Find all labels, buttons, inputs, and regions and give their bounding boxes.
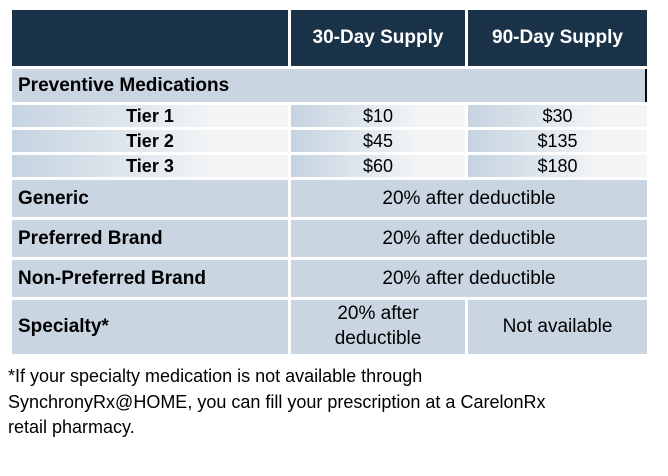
specialty-row: Specialty* 20% after deductible Not avai… [12,300,647,354]
specialty-30day-cost: 20% after deductible [291,300,465,354]
tier2-90day-cost: $135 [468,130,647,152]
non-preferred-brand-cost: 20% after deductible [291,260,647,297]
header-blank-cell [12,10,288,66]
specialty-90day-availability: Not available [468,300,647,354]
tier-row-3: Tier 3 $60 $180 [12,155,647,177]
benefits-table: 30-Day Supply 90-Day Supply Preventive M… [9,7,650,357]
tier1-30day-cost: $10 [291,105,465,127]
tier-row-2: Tier 2 $45 $135 [12,130,647,152]
tier3-90day-cost: $180 [468,155,647,177]
tier2-label: Tier 2 [12,130,288,152]
tier3-30day-cost: $60 [291,155,465,177]
tier1-90day-cost: $30 [468,105,647,127]
header-30day-supply: 30-Day Supply [291,10,465,66]
header-row: 30-Day Supply 90-Day Supply [12,10,647,66]
header-90day-supply: 90-Day Supply [468,10,647,66]
generic-row: Generic 20% after deductible [12,180,647,217]
tier-row-1: Tier 1 $10 $30 [12,105,647,127]
generic-label: Generic [12,180,288,217]
specialty-label: Specialty* [12,300,288,354]
section-title: Preventive Medications [12,69,647,102]
generic-cost: 20% after deductible [291,180,647,217]
tier1-label: Tier 1 [12,105,288,127]
preferred-brand-label: Preferred Brand [12,220,288,257]
preferred-brand-row: Preferred Brand 20% after deductible [12,220,647,257]
tier3-label: Tier 3 [12,155,288,177]
non-preferred-brand-row: Non-Preferred Brand 20% after deductible [12,260,647,297]
preferred-brand-cost: 20% after deductible [291,220,647,257]
specialty-footnote: *If your specialty medication is not ava… [8,366,546,438]
non-preferred-brand-label: Non-Preferred Brand [12,260,288,297]
section-row-preventive-medications: Preventive Medications [12,69,647,102]
tier2-30day-cost: $45 [291,130,465,152]
